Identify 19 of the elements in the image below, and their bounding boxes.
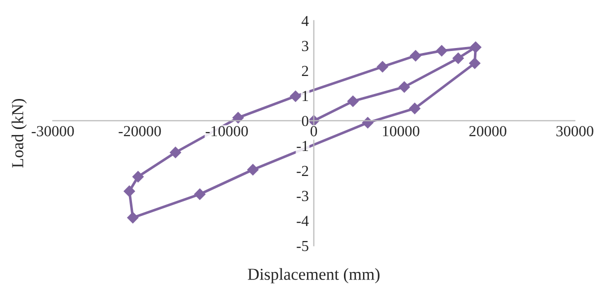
y-tick-label: -3	[296, 190, 308, 202]
y-axis-title: Load (kN)	[12, 98, 27, 168]
y-tick-label: 1	[302, 90, 308, 102]
x-tick-label: 0	[310, 126, 318, 136]
x-tick-label: 10000	[383, 126, 420, 136]
x-tick-label: 20000	[469, 126, 506, 136]
y-tick-label: 2	[302, 66, 308, 76]
y-tick-label: -2	[296, 166, 308, 176]
x-tick-label: -10000	[206, 126, 248, 136]
x-tick-label: -20000	[118, 126, 161, 136]
y-tick-label: -1	[296, 140, 308, 151]
y-tick-label: 4	[302, 16, 309, 26]
y-tick-label: 3	[302, 40, 308, 52]
x-tick-label: 30000	[556, 126, 594, 136]
y-tick-label: -5	[296, 240, 308, 252]
y-tick-label: -4	[296, 216, 309, 226]
x-axis-title: Displacement (mm)	[248, 268, 380, 284]
y-tick-label: 0	[302, 116, 308, 126]
x-tick-label: -30000	[32, 126, 74, 136]
